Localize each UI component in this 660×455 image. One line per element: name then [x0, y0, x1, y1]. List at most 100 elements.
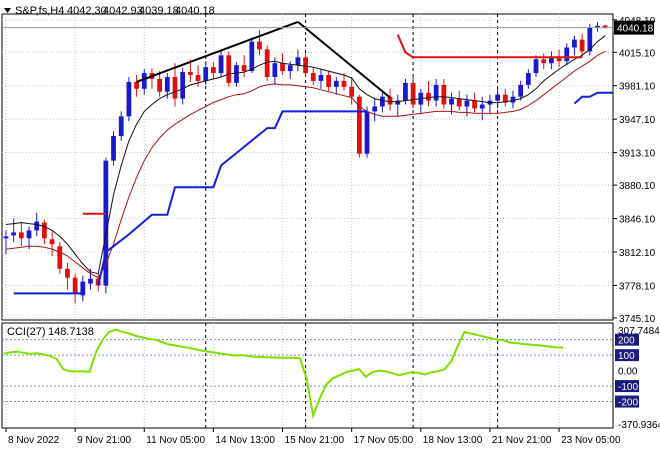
candle-bull: [479, 104, 485, 109]
candle-bear: [226, 55, 232, 83]
current-price-tag: [614, 20, 654, 35]
trailing-stop-red: [396, 34, 583, 59]
candle-bear: [426, 92, 431, 101]
candle-bear: [356, 96, 362, 154]
chart-header: S&P,fs,H4 4042.30 4042.93 4039.18 4040.1…: [4, 5, 215, 17]
candle-bear: [326, 75, 332, 87]
candle-bull: [3, 236, 9, 239]
cci-max-label: 307.7484: [618, 326, 660, 337]
price-axis-label: 3880.10: [619, 181, 656, 192]
cci-level-label: 0.00: [618, 367, 638, 378]
price-axis-label: 3913.10: [619, 149, 656, 160]
candle-bull: [510, 96, 516, 103]
cci-level-label: -200: [618, 398, 638, 409]
time-axis-label: 23 Nov 05:00: [561, 435, 621, 446]
candle-bear: [456, 98, 462, 107]
candle-bull: [518, 84, 524, 97]
candle-bull: [333, 80, 339, 87]
current-price-label: 4040.18: [617, 24, 654, 35]
time-axis-label: 18 Nov 13:00: [423, 435, 483, 446]
candle-bear: [57, 246, 63, 269]
candle-bull: [495, 94, 500, 101]
candle-bear: [134, 81, 139, 89]
time-axis-label: 17 Nov 05:00: [354, 435, 414, 446]
cci-level-tag: [615, 395, 639, 408]
grid-layer: [1, 13, 614, 429]
axis-layer: 4048.104015.103981.103947.103913.103880.…: [5, 16, 656, 446]
candle-bear: [579, 39, 585, 52]
symbol-dropdown-icon[interactable]: [4, 8, 11, 13]
candle-bear: [341, 80, 347, 87]
candle-bear: [42, 222, 47, 239]
candle-bear: [280, 63, 285, 72]
candle-bear: [556, 57, 562, 62]
ohlc-high: 4042.93: [103, 5, 143, 17]
candle-bull: [572, 39, 577, 48]
cci-level-tag: [615, 349, 639, 362]
cci-level-tag: [615, 380, 639, 393]
time-axis-label: 11 Nov 05:00: [146, 435, 205, 446]
candle-bear: [211, 67, 216, 74]
time-axis-label: 9 Nov 21:00: [77, 435, 131, 446]
moving-average-slow: [5, 50, 606, 279]
price-axis-label: 3947.10: [619, 115, 656, 126]
candle-bull: [272, 63, 278, 77]
ohlc-low: 4039.18: [139, 5, 179, 17]
candle-bull: [218, 55, 224, 74]
time-axis-label: 8 Nov 2022: [8, 435, 60, 446]
candle-bear: [241, 65, 247, 72]
candle-bull: [549, 57, 554, 64]
candle-bear: [257, 41, 262, 50]
time-axis-label: 14 Nov 13:00: [215, 435, 275, 446]
candle-bull: [234, 65, 239, 83]
candle-bear: [172, 76, 178, 99]
candle-bear: [195, 75, 201, 81]
candle-bull: [34, 221, 40, 231]
candle-bear: [310, 73, 316, 81]
cci-level-label: 100: [618, 351, 635, 362]
candle-bear: [541, 59, 547, 64]
candle-bull: [180, 72, 186, 99]
cci-level-tag: [615, 333, 639, 346]
cci-level-label: 200: [618, 336, 635, 347]
candle-bull: [126, 81, 132, 117]
candle-bull: [595, 25, 600, 28]
candle-bull: [525, 73, 531, 85]
candle-bull: [26, 230, 32, 239]
price-series-layer: [2, 20, 613, 304]
candle-bear: [72, 277, 78, 294]
price-axis-label: 4015.10: [619, 48, 656, 59]
cci-label: CCI(27): [7, 326, 46, 338]
candle-bull: [88, 278, 93, 284]
time-axis-label: 21 Nov 21:00: [492, 435, 552, 446]
candle-bull: [364, 111, 370, 154]
candle-bull: [464, 100, 470, 107]
candle-bear: [441, 84, 447, 105]
candle-bear: [187, 72, 193, 76]
candle-bear: [349, 86, 355, 97]
cci-layer: [2, 328, 613, 420]
cci-value: 148.7138: [48, 326, 94, 338]
cci-panel-frame: [1, 322, 614, 429]
time-axis-label: 15 Nov 21:00: [285, 435, 345, 446]
trendline: [297, 21, 391, 99]
trendline: [136, 20, 299, 83]
symbol-label: S&P,fs,H4: [15, 5, 64, 17]
candle-bull: [118, 116, 124, 137]
moving-average-fast: [5, 35, 606, 275]
trailing-stop-blue: [573, 91, 613, 105]
cci-header: CCI(27) 148.7138 307.7484 -370.9364: [7, 326, 660, 431]
candle-bull: [318, 75, 324, 81]
candle-bull: [249, 41, 255, 72]
candle-bull: [203, 67, 209, 81]
candle-bear: [387, 96, 393, 105]
ohlc-close: 4040.18: [175, 5, 215, 17]
candle-bull: [433, 84, 439, 101]
cci-level-label: -100: [618, 382, 638, 393]
candle-bull: [533, 59, 539, 74]
candle-bull: [380, 96, 385, 107]
candle-bull: [564, 47, 570, 62]
candle-bull: [164, 76, 170, 92]
